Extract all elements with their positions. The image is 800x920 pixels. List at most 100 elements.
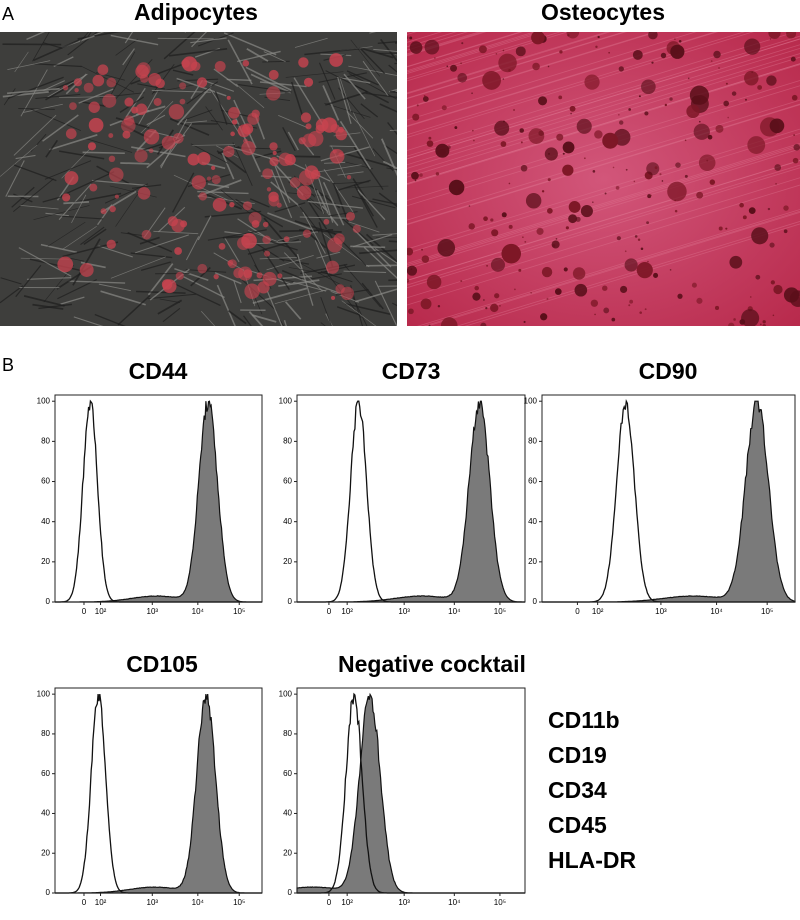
- mineral-nodule: [744, 39, 760, 55]
- mineral-nodule: [591, 300, 598, 307]
- lipid-droplet: [124, 115, 134, 125]
- lipid-droplet: [244, 284, 259, 299]
- mineral-nodule: [645, 308, 647, 310]
- lipid-droplet: [301, 112, 311, 122]
- lipid-droplet: [191, 61, 201, 71]
- mineral-nodule: [501, 244, 521, 264]
- mineral-nodule: [423, 96, 429, 102]
- cell-streak: [227, 79, 252, 80]
- mineral-nodule: [438, 305, 440, 307]
- y-tick-label: 0: [46, 597, 51, 606]
- mineral-nodule: [638, 239, 640, 241]
- mineral-nodule: [421, 249, 423, 251]
- mineral-nodule: [528, 128, 544, 144]
- lipid-droplet: [136, 104, 148, 116]
- image-title: Osteocytes: [541, 0, 665, 25]
- lipid-droplet: [263, 272, 277, 286]
- lipid-droplet: [347, 175, 351, 179]
- mineral-nodule: [454, 126, 457, 129]
- lipid-droplet: [169, 104, 184, 119]
- lipid-droplet: [305, 123, 311, 129]
- lipid-droplet: [227, 96, 231, 100]
- lipid-droplet: [238, 124, 251, 137]
- lipid-droplet: [303, 229, 311, 237]
- mineral-nodule: [675, 162, 681, 168]
- mineral-nodule: [713, 51, 720, 58]
- mineral-nodule: [434, 57, 436, 59]
- mineral-nodule: [559, 50, 562, 53]
- lipid-droplet: [353, 225, 361, 233]
- mineral-nodule: [708, 135, 713, 140]
- lipid-droplet: [297, 186, 312, 201]
- mineral-nodule: [490, 304, 498, 312]
- mineral-nodule: [784, 229, 788, 233]
- mineral-nodule: [425, 40, 440, 55]
- mineral-nodule: [410, 41, 423, 54]
- mineral-nodule: [501, 141, 507, 147]
- mineral-nodule: [670, 269, 672, 271]
- lipid-droplet: [124, 97, 133, 106]
- y-tick-label: 100: [279, 689, 293, 698]
- y-tick-label: 40: [528, 517, 537, 526]
- x-tick-label: 0: [327, 607, 332, 616]
- mineral-nodule: [405, 248, 413, 256]
- mineral-nodule: [592, 201, 594, 203]
- lipid-droplet: [267, 187, 271, 191]
- mineral-nodule: [628, 108, 631, 111]
- x-tick-label: 10³: [147, 607, 159, 616]
- mineral-nodule: [727, 117, 729, 119]
- mineral-nodule: [690, 86, 709, 105]
- lipid-droplet: [65, 171, 79, 185]
- mineral-nodule: [728, 323, 734, 329]
- mineral-nodule: [558, 95, 562, 99]
- y-tick-label: 80: [283, 729, 292, 738]
- lipid-droplet: [107, 240, 116, 249]
- lipid-droplet: [329, 53, 343, 67]
- lipid-droplet: [181, 59, 190, 68]
- mineral-nodule: [637, 262, 653, 278]
- mineral-nodule: [494, 121, 509, 136]
- mineral-nodule: [679, 40, 682, 43]
- mineral-nodule: [408, 308, 414, 314]
- mineral-nodule: [791, 57, 796, 62]
- lipid-droplet: [207, 176, 211, 180]
- negative-marker: CD19: [548, 742, 607, 768]
- mineral-nodule: [639, 95, 641, 97]
- lipid-droplet: [284, 236, 290, 242]
- mineral-nodule: [594, 130, 602, 138]
- lipid-droplet: [63, 85, 68, 90]
- lipid-droplet: [262, 168, 273, 179]
- mineral-nodule: [577, 119, 592, 134]
- y-tick-label: 100: [37, 689, 51, 698]
- mineral-nodule: [547, 208, 553, 214]
- lipid-droplet: [252, 110, 260, 118]
- mineral-nodule: [483, 216, 488, 221]
- mineral-nodule: [449, 180, 464, 195]
- mineral-nodule: [442, 105, 447, 110]
- mineral-nodule: [770, 119, 785, 134]
- mineral-nodule: [568, 214, 577, 223]
- mineral-nodule: [519, 128, 524, 133]
- mineral-nodule: [692, 283, 697, 288]
- lipid-droplet: [243, 201, 252, 210]
- mineral-nodule: [768, 208, 770, 210]
- mineral-nodule: [409, 36, 412, 39]
- lipid-droplet: [97, 64, 108, 75]
- mineral-nodule: [732, 91, 736, 95]
- lipid-droplet: [154, 98, 162, 106]
- mineral-nodule: [619, 66, 624, 71]
- y-tick-label: 80: [41, 729, 50, 738]
- lipid-droplet: [327, 238, 342, 253]
- lipid-droplet: [197, 264, 207, 274]
- mineral-nodule: [628, 304, 630, 306]
- lipid-droplet: [89, 118, 104, 133]
- mineral-nodule: [685, 175, 688, 178]
- mineral-nodule: [747, 136, 765, 154]
- mineral-nodule: [526, 193, 541, 208]
- mineral-nodule: [522, 236, 524, 238]
- mineral-nodule: [670, 45, 684, 59]
- mineral-nodule: [548, 66, 550, 68]
- x-tick-label: 0: [82, 607, 87, 616]
- lipid-droplet: [326, 261, 339, 274]
- adipocyte-image: [0, 7, 447, 370]
